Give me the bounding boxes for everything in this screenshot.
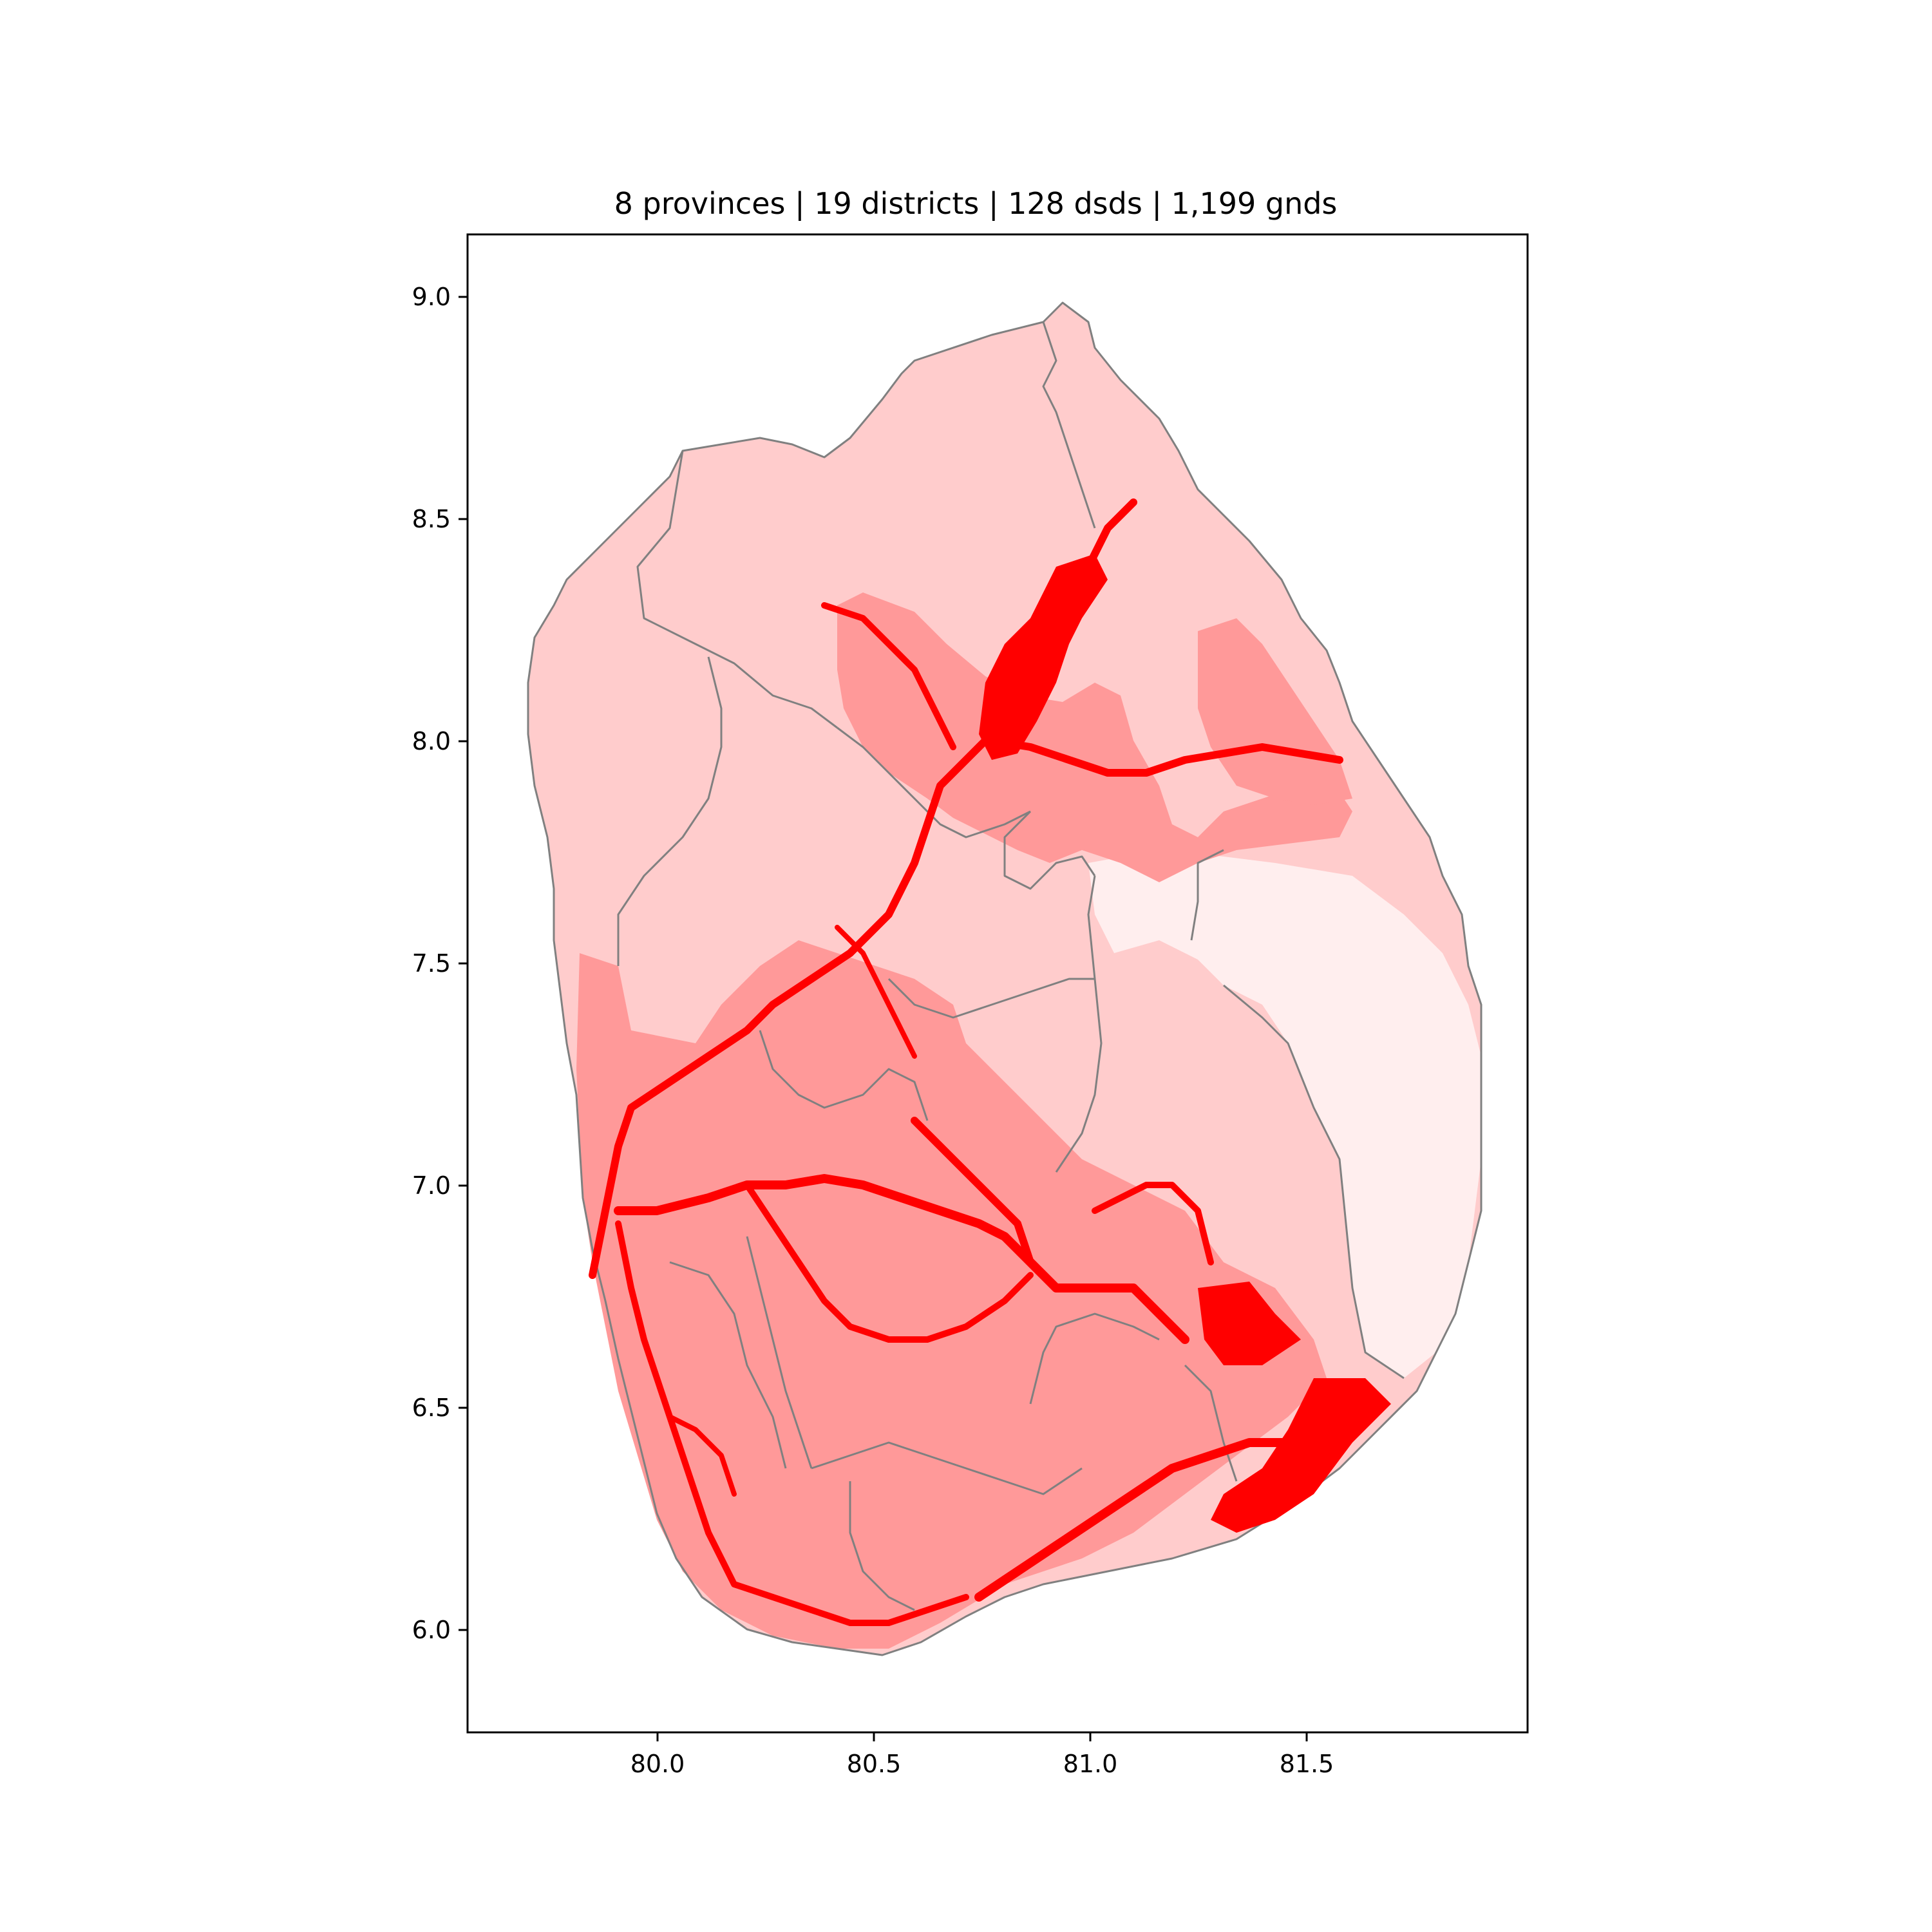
admin-boundaries (527, 301, 1482, 1656)
x-tick-label: 80.5 (847, 1750, 902, 1778)
zone-medium-southwest (576, 940, 1327, 1649)
y-axis: 9.0 8.5 8.0 7.5 7.0 6.5 6.0 (412, 283, 468, 1644)
corridor-east-block (1198, 1282, 1301, 1365)
x-tick-label: 80.0 (630, 1750, 685, 1778)
y-tick-label: 7.0 (412, 1171, 451, 1200)
y-tick-label: 6.5 (412, 1394, 451, 1422)
high-value-corridors (589, 498, 1391, 1626)
corridor-southeast-block (1211, 1378, 1391, 1533)
y-tick-label: 7.5 (412, 949, 451, 978)
y-tick-label: 8.0 (412, 727, 451, 755)
x-axis: 80.0 80.5 81.0 81.5 (630, 1732, 1334, 1778)
y-tick-label: 9.0 (412, 283, 451, 311)
y-tick-label: 8.5 (412, 505, 451, 533)
map-title: 8 provinces | 19 districts | 128 dsds | … (614, 186, 1338, 222)
zone-low-east (1088, 850, 1481, 1378)
x-tick-label: 81.0 (1063, 1750, 1118, 1778)
zone-medium-north (837, 592, 1352, 882)
y-tick-label: 6.0 (412, 1616, 451, 1644)
plot-frame (466, 233, 1529, 1734)
x-tick-label: 81.5 (1280, 1750, 1334, 1778)
